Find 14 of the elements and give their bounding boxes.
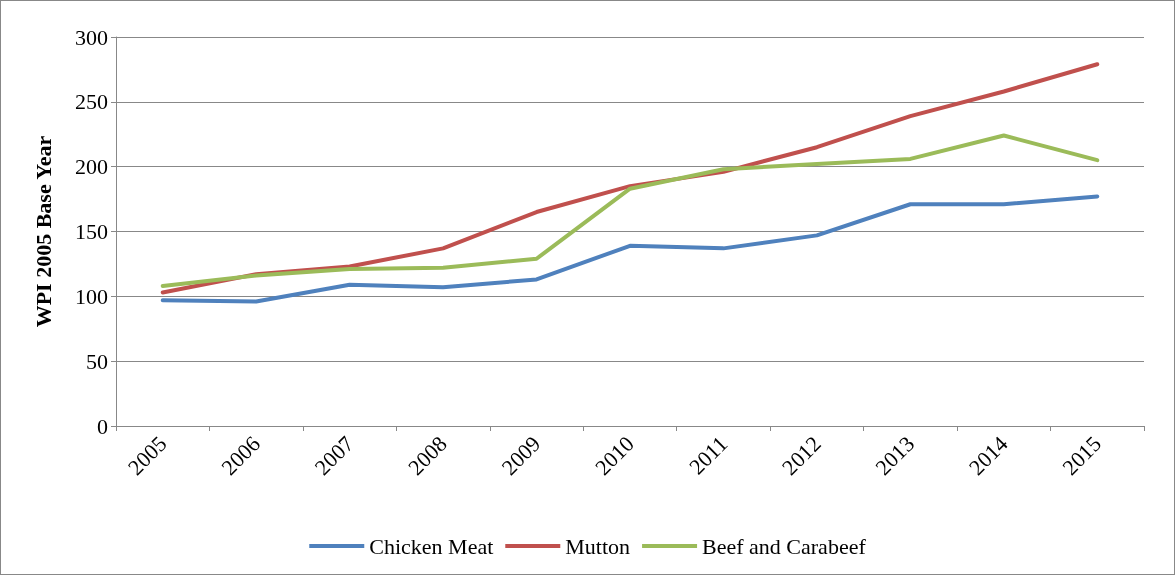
line-series	[160, 194, 1100, 304]
y-tick-label: 200	[75, 154, 108, 180]
y-tick-label: 100	[75, 283, 108, 309]
y-tick-label: 150	[75, 219, 108, 244]
legend-label: Beef and Carabeef	[702, 533, 867, 559]
legend-label: Chicken Meat	[369, 533, 494, 559]
y-tick-label: 300	[75, 24, 108, 50]
y-tick-label: 50	[86, 348, 108, 374]
x-tick-label: 2011	[684, 431, 733, 480]
y-tick-label: 0	[97, 413, 108, 439]
legend-label: Mutton	[565, 533, 631, 559]
y-tick-label: 250	[75, 89, 108, 115]
line-series	[160, 133, 1100, 288]
y-axis-title: WPI 2005 Base Year	[30, 135, 56, 328]
